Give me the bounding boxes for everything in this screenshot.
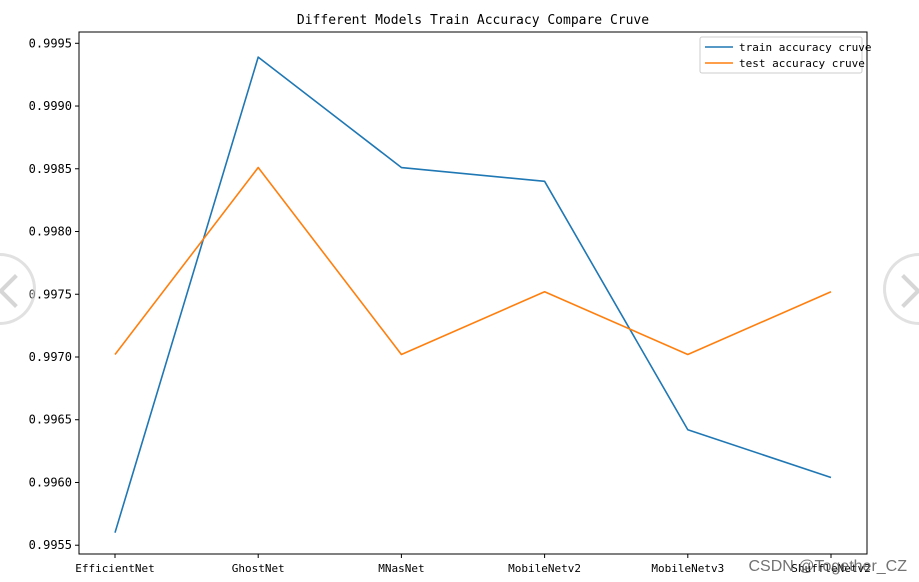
y-tick-label: 0.9970	[29, 350, 72, 364]
x-tick-label: GhostNet	[232, 562, 285, 575]
y-axis: 0.9955 0.9960 0.9965 0.9970 0.9975 0.9980 0.99…	[29, 36, 79, 552]
series-line-2	[114, 166, 832, 356]
y-tick-label: 0.9960	[29, 475, 72, 489]
x-axis: EfficientNet GhostNet MNasNet MobileNetv2 Mo…	[75, 554, 871, 575]
y-tick-label: 0.9975	[29, 287, 72, 301]
legend-label: train accuracy cruve	[739, 41, 871, 54]
y-tick-label: 0.9995	[29, 36, 72, 50]
series-line-1	[114, 56, 832, 533]
y-tick-label: 0.9980	[29, 225, 72, 239]
x-tick-label: EfficientNet	[75, 562, 154, 575]
x-tick-label: MNasNet	[378, 562, 424, 575]
x-tick-label: MobileNetv3	[651, 562, 724, 575]
legend-box	[699, 36, 863, 74]
x-tick-label: ShuffleNetv2	[791, 562, 870, 575]
y-tick-label: 0.9990	[29, 99, 72, 113]
x-tick-label: MobileNetv2	[508, 562, 581, 575]
y-tick-label: 0.9985	[29, 162, 72, 176]
legend-label: test accuracy cruve	[739, 57, 865, 70]
series-lines	[114, 56, 832, 533]
y-tick-label: 0.9955	[29, 538, 72, 552]
plot-frame	[78, 31, 868, 555]
chart-title: Different Models Train Accuracy Compare …	[297, 13, 649, 28]
legend: train accuracy cruve test accuracy cruve	[699, 36, 871, 74]
y-tick-label: 0.9965	[29, 413, 72, 427]
